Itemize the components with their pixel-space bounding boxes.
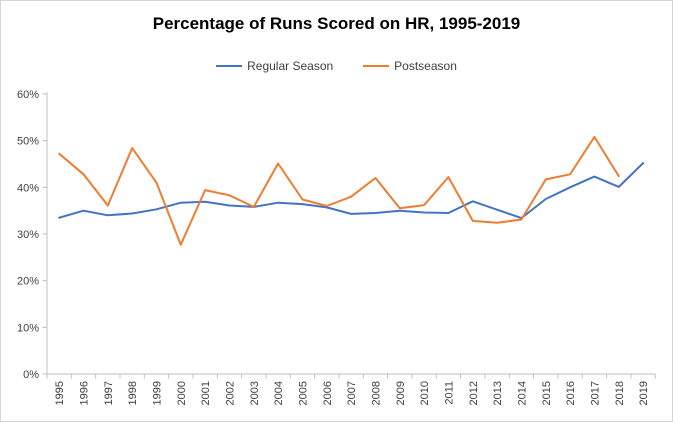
y-axis-tick-label: 10% [17,322,39,334]
x-axis-tick-label: 2015 [541,381,553,405]
y-axis-tick-label: 40% [17,182,39,194]
x-axis-tick-label: 2008 [370,381,382,405]
x-axis-tick-label: 2019 [638,381,650,405]
chart-title: Percentage of Runs Scored on HR, 1995-20… [152,14,521,33]
x-axis-tick-label: 2016 [565,381,577,405]
x-axis-tick-label: 2007 [346,381,358,405]
x-axis-tick-label: 2001 [200,381,212,405]
x-axis-tick-label: 1998 [127,381,139,405]
x-axis-tick-label: 2003 [249,381,261,405]
y-axis-tick-label: 0% [23,369,39,381]
x-axis-tick-label: 2000 [176,381,188,405]
legend-swatch-postseason [363,65,390,67]
y-axis-tick-label: 20% [17,276,39,288]
legend-item-postseason: Postseason [363,59,457,73]
series-line-postseason [58,135,620,246]
series-line-regular-season [58,162,645,220]
x-axis-tick-label: 2010 [419,381,431,405]
x-axis-tick-label: 2014 [516,381,528,405]
x-axis-tick-label: 1996 [78,381,90,405]
x-axis-tick-label: 2011 [443,381,455,405]
y-axis-tick-label: 50% [17,136,39,148]
y-axis-tick-label: 60% [17,89,39,101]
y-axis-tick-label: 30% [17,229,39,241]
x-axis-tick-label: 2005 [297,381,309,405]
x-axis-tick-label: 2017 [589,381,601,405]
legend-item-regular-season: Regular Season [216,59,333,73]
legend-swatch-regular-season [216,65,243,67]
x-axis-tick-label: 1999 [151,381,163,405]
x-axis-tick-label: 2006 [322,381,334,405]
x-axis-tick-label: 2002 [224,381,236,405]
legend-label-postseason: Postseason [394,59,457,73]
x-axis-tick-label: 2004 [273,381,285,405]
chart-legend: Regular Season Postseason [1,59,672,73]
x-axis-tick-label: 2018 [614,381,626,405]
legend-label-regular-season: Regular Season [247,59,334,73]
x-axis-tick-label: 1997 [103,381,115,405]
x-axis-tick-label: 2013 [492,381,504,405]
x-axis-tick-label: 1995 [54,381,66,405]
x-axis-tick-label: 2009 [395,381,407,405]
x-axis-tick-label: 2012 [468,381,480,405]
